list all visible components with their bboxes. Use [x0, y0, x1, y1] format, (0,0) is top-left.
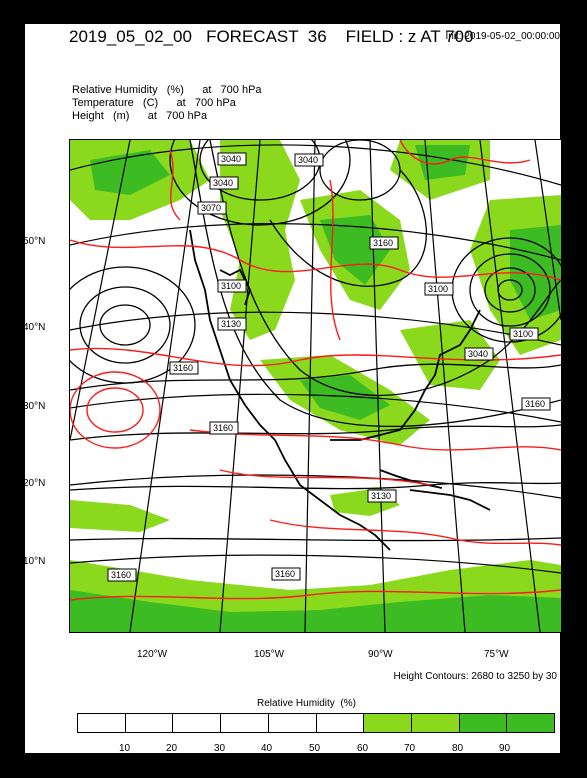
- height-label: 3130: [217, 317, 247, 331]
- svg-text:3100: 3100: [221, 281, 241, 291]
- lat-label: 10°N: [23, 556, 46, 567]
- height-label: 3160: [369, 236, 399, 250]
- colorbar-label: 40: [261, 743, 273, 754]
- height-labels: 3040 3040 3070 3100 3130 3160 3160 3160 …: [107, 152, 551, 582]
- colorbar-segment: [459, 714, 508, 732]
- height-label: 3160: [521, 397, 551, 411]
- svg-text:3130: 3130: [221, 319, 241, 329]
- lon-label: 120°W: [137, 649, 168, 660]
- lat-label: 40°N: [23, 322, 46, 333]
- height-label: 3100: [424, 282, 454, 296]
- lon-label: 75°W: [484, 649, 509, 660]
- svg-text:3100: 3100: [428, 284, 448, 294]
- temperature-contours: [70, 140, 561, 601]
- colorbar-segment: [268, 714, 317, 732]
- colorbar-label: 80: [452, 743, 464, 754]
- legend-height: Height (m) at 700 hPa: [72, 110, 208, 122]
- colorbar-label: 50: [309, 743, 321, 754]
- colorbar-segment: [411, 714, 460, 732]
- colorbar-segment: [507, 714, 555, 732]
- lat-label: 50°N: [23, 236, 46, 247]
- svg-text:3160: 3160: [173, 363, 193, 373]
- svg-text:3040: 3040: [298, 155, 318, 165]
- height-label: 3160: [271, 567, 301, 581]
- colorbar-segment: [173, 714, 222, 732]
- colorbar-segment: [364, 714, 412, 732]
- height-contour-note: Height Contours: 2680 to 3250 by 30: [393, 671, 557, 682]
- colorbar-segment: [125, 714, 174, 732]
- init-time: Init: 2019-05-02_00:00:00: [445, 31, 560, 42]
- legend-rh: Relative Humidity (%) at 700 hPa: [72, 84, 262, 96]
- colorbar-segment: [221, 714, 269, 732]
- colorbar-segment: [316, 714, 365, 732]
- height-label: 3040: [464, 347, 494, 361]
- forecast-title: 2019_05_02_00 FORECAST 36 FIELD : z AT 7…: [69, 27, 474, 46]
- height-label: 3160: [107, 568, 137, 582]
- height-label: 3130: [367, 489, 397, 503]
- height-label: 3040: [294, 153, 324, 167]
- svg-text:3040: 3040: [468, 349, 488, 359]
- svg-text:3040: 3040: [213, 178, 233, 188]
- colorbar-segment: [78, 714, 126, 732]
- colorbar-label: 70: [404, 743, 416, 754]
- colorbar-label: 90: [499, 743, 511, 754]
- weather-map: 3040 3040 3070 3100 3130 3160 3160 3160 …: [69, 139, 562, 633]
- colorbar-title: Relative Humidity (%): [257, 698, 356, 709]
- colorbar-label: 20: [166, 743, 178, 754]
- svg-text:3160: 3160: [213, 423, 233, 433]
- colorbar-label: 30: [214, 743, 226, 754]
- colorbar-label: 10: [119, 743, 131, 754]
- svg-text:3160: 3160: [525, 399, 545, 409]
- humidity-colorbar: [77, 713, 555, 733]
- height-label: 3040: [209, 176, 239, 190]
- svg-text:3070: 3070: [201, 203, 221, 213]
- lon-label: 90°W: [368, 649, 393, 660]
- height-label: 3160: [169, 361, 199, 375]
- svg-text:3100: 3100: [513, 329, 533, 339]
- svg-text:3130: 3130: [371, 491, 391, 501]
- forecast-panel: 2019_05_02_00 FORECAST 36 FIELD : z AT 7…: [23, 24, 562, 754]
- lat-label: 30°N: [23, 401, 46, 412]
- colorbar-label: 60: [357, 743, 369, 754]
- height-label: 3100: [509, 327, 539, 341]
- height-label: 3040: [217, 152, 247, 166]
- svg-text:3160: 3160: [275, 569, 295, 579]
- lat-label: 20°N: [23, 478, 46, 489]
- svg-text:3040: 3040: [221, 154, 241, 164]
- height-label: 3070: [197, 201, 227, 215]
- height-label: 3160: [209, 421, 239, 435]
- graticule: [70, 140, 561, 632]
- height-label: 3100: [217, 279, 247, 293]
- coastlines: [189, 229, 491, 551]
- svg-text:3160: 3160: [373, 238, 393, 248]
- svg-text:3160: 3160: [111, 570, 131, 580]
- map-svg: 3040 3040 3070 3100 3130 3160 3160 3160 …: [70, 140, 561, 632]
- lon-label: 105°W: [254, 649, 285, 660]
- legend-temp: Temperature (C) at 700 hPa: [72, 97, 236, 109]
